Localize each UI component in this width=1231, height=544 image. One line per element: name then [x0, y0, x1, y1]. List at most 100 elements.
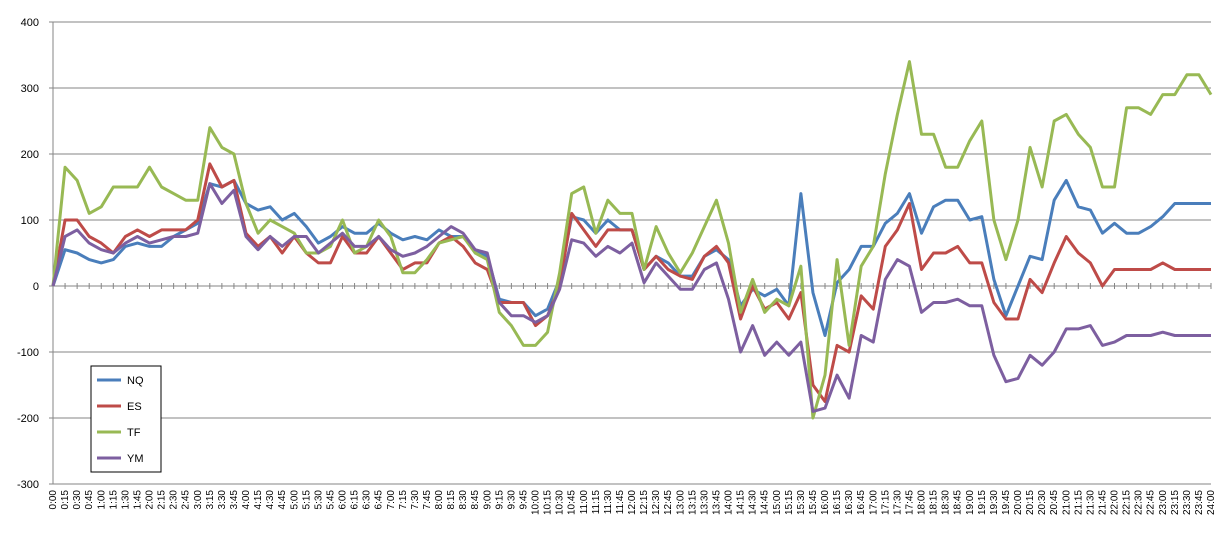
- x-tick-label: 9:00: [482, 490, 493, 510]
- x-tick-label: 18:15: [929, 490, 940, 515]
- x-tick-label: 17:30: [892, 490, 903, 515]
- x-tick-label: 9:15: [494, 490, 505, 510]
- x-tick-label: 6:45: [374, 490, 385, 510]
- x-tick-label: 12:15: [639, 490, 650, 515]
- x-tick-label: 2:45: [181, 490, 192, 510]
- x-tick-label: 24:00: [1206, 490, 1217, 515]
- x-tick-label: 16:45: [856, 490, 867, 515]
- x-tick-label: 13:00: [675, 490, 686, 515]
- y-tick-label: -100: [17, 347, 39, 359]
- x-tick-label: 4:15: [253, 490, 264, 510]
- x-tick-label: 14:15: [736, 490, 747, 515]
- x-tick-label: 5:15: [301, 490, 312, 510]
- x-tick-label: 20:00: [1013, 490, 1024, 515]
- x-tick-label: 13:15: [687, 490, 698, 515]
- x-tick-label: 2:30: [169, 490, 180, 510]
- x-tick-label: 5:45: [325, 490, 336, 510]
- x-tick-label: 8:30: [458, 490, 469, 510]
- x-tick-label: 19:15: [977, 490, 988, 515]
- legend-label: YM: [127, 453, 144, 465]
- x-tick-label: 9:30: [506, 490, 517, 510]
- x-tick-label: 18:45: [953, 490, 964, 515]
- x-tick-label: 1:00: [96, 490, 107, 510]
- x-tick-label: 14:00: [724, 490, 735, 515]
- x-tick-label: 20:45: [1049, 490, 1060, 515]
- x-tick-label: 8:00: [434, 490, 445, 510]
- x-tick-label: 5:30: [313, 490, 324, 510]
- x-tick-label: 23:15: [1170, 490, 1181, 515]
- x-tick-label: 18:00: [917, 490, 928, 515]
- x-tick-label: 8:45: [470, 490, 481, 510]
- x-tick-label: 22:00: [1110, 490, 1121, 515]
- x-tick-label: 0:15: [60, 490, 71, 510]
- y-tick-label: 400: [21, 17, 39, 29]
- legend-label: TF: [127, 427, 141, 439]
- x-tick-label: 19:45: [1001, 490, 1012, 515]
- x-tick-label: 4:45: [277, 490, 288, 510]
- x-tick-label: 11:45: [615, 490, 626, 515]
- x-tick-label: 6:15: [350, 490, 361, 510]
- x-tick-label: 6:30: [362, 490, 373, 510]
- x-tick-label: 7:30: [410, 490, 421, 510]
- x-tick-label: 17:00: [868, 490, 879, 515]
- x-tick-label: 14:30: [748, 490, 759, 515]
- legend-label: NQ: [127, 375, 144, 387]
- x-tick-label: 21:15: [1073, 490, 1084, 515]
- series-line: [51, 60, 1213, 420]
- x-tick-label: 3:15: [205, 490, 216, 510]
- x-tick-label: 11:00: [579, 490, 590, 515]
- x-tick-label: 19:30: [989, 490, 1000, 515]
- x-tick-label: 21:00: [1061, 490, 1072, 515]
- x-tick-label: 10:30: [555, 490, 566, 515]
- y-tick-label: 0: [33, 281, 39, 293]
- x-tick-label: 22:45: [1146, 490, 1157, 515]
- x-tick-label: 23:30: [1182, 490, 1193, 515]
- x-tick-label: 0:30: [72, 490, 83, 510]
- x-tick-label: 14:45: [760, 490, 771, 515]
- x-tick-label: 7:45: [422, 490, 433, 510]
- y-tick-label: 100: [21, 215, 39, 227]
- x-tick-label: 21:45: [1097, 490, 1108, 515]
- x-tick-label: 16:00: [820, 490, 831, 515]
- x-tick-label: 13:30: [699, 490, 710, 515]
- x-tick-label: 1:45: [132, 490, 143, 510]
- x-tick-label: 3:30: [217, 490, 228, 510]
- x-tick-label: 4:00: [241, 490, 252, 510]
- x-tick-label: 12:45: [663, 490, 674, 515]
- x-tick-label: 17:45: [904, 490, 915, 515]
- legend-box: [90, 365, 162, 473]
- x-tick-label: 10:00: [531, 490, 542, 515]
- x-tick-label: 5:00: [289, 490, 300, 510]
- x-tick-label: 15:00: [772, 490, 783, 515]
- x-tick-label: 2:15: [157, 490, 168, 510]
- x-tick-label: 0:00: [48, 490, 59, 510]
- x-tick-label: 22:15: [1122, 490, 1133, 515]
- x-tick-label: 20:15: [1025, 490, 1036, 515]
- x-tick-label: 10:15: [543, 490, 554, 515]
- y-tick-label: -200: [17, 413, 39, 425]
- x-tick-label: 21:30: [1085, 490, 1096, 515]
- x-tick-label: 12:00: [627, 490, 638, 515]
- x-tick-label: 0:45: [84, 490, 95, 510]
- x-tick-label: 6:00: [338, 490, 349, 510]
- x-tick-label: 22:30: [1134, 490, 1145, 515]
- x-tick-label: 7:00: [386, 490, 397, 510]
- x-tick-label: 15:30: [796, 490, 807, 515]
- x-tick-label: 2:00: [145, 490, 156, 510]
- x-tick-label: 23:00: [1158, 490, 1169, 515]
- series-line: [51, 182, 1211, 413]
- y-tick-label: 300: [21, 83, 39, 95]
- x-tick-label: 20:30: [1037, 490, 1048, 515]
- x-tick-label: 3:00: [193, 490, 204, 510]
- y-tick-label: 200: [21, 149, 39, 161]
- legend-label: ES: [127, 401, 142, 413]
- x-tick-label: 16:15: [832, 490, 843, 515]
- x-tick-label: 4:30: [265, 490, 276, 510]
- series-line: [51, 178, 1211, 337]
- x-tick-label: 12:30: [651, 490, 662, 515]
- x-tick-label: 3:45: [229, 490, 240, 510]
- y-tick-label: -300: [17, 479, 39, 491]
- x-tick-label: 1:30: [120, 490, 131, 510]
- x-tick-label: 8:15: [446, 490, 457, 510]
